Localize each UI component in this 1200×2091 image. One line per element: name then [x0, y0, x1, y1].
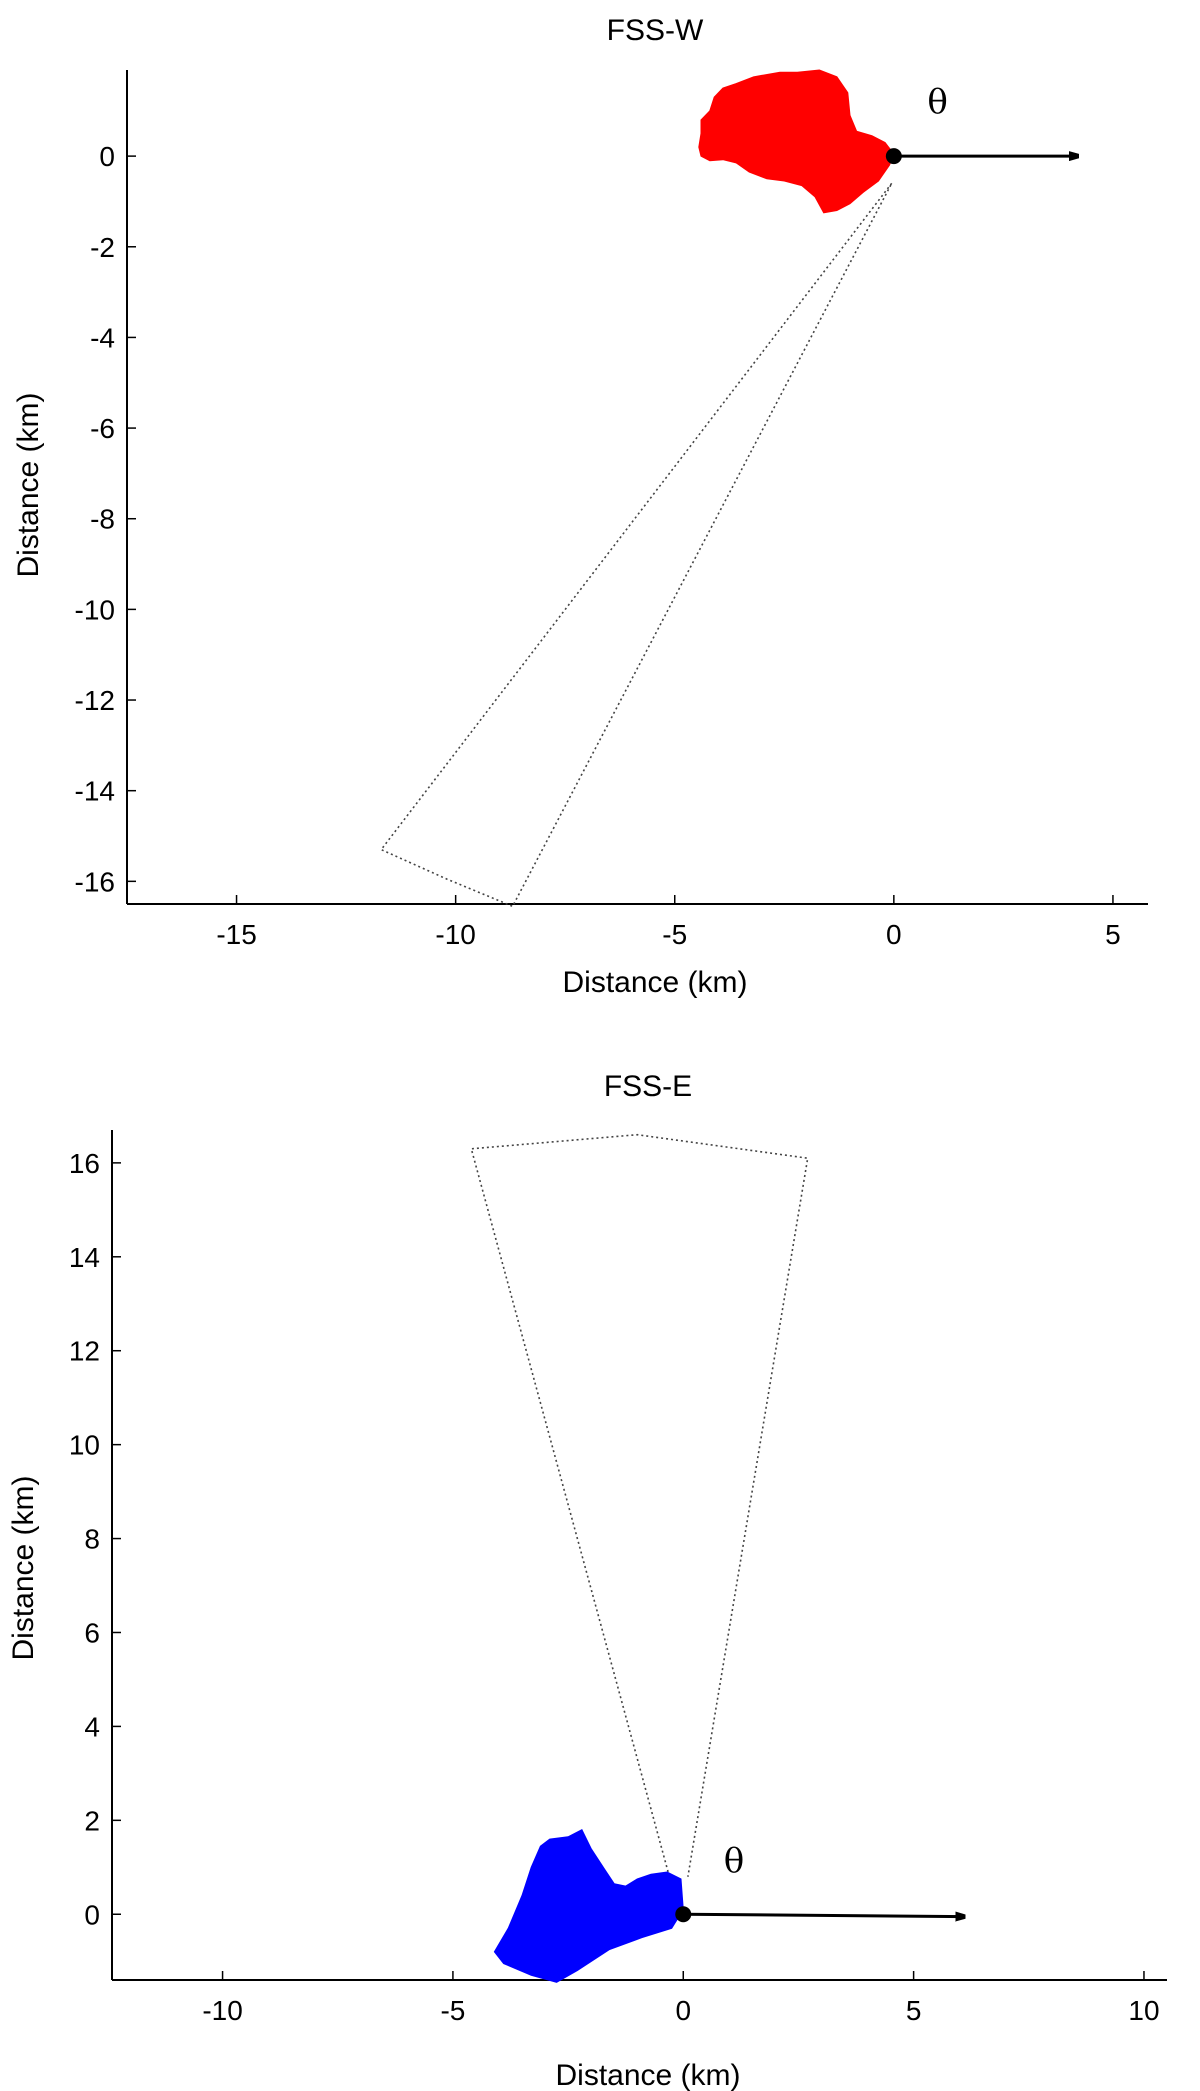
- y-tick-label: -2: [90, 232, 115, 263]
- y-tick-label: -16: [75, 866, 115, 897]
- x-tick-label: -5: [440, 1995, 465, 2026]
- y-tick-label: 8: [84, 1524, 100, 1555]
- radar-origin-marker: [675, 1906, 692, 1923]
- x-tick-label: -10: [202, 1995, 242, 2026]
- theta-annotation: θ: [927, 82, 947, 122]
- scan-sector-outline: [470, 1133, 809, 1877]
- x-tick-label: 5: [906, 1995, 922, 2026]
- x-tick-label: -5: [662, 919, 687, 950]
- y-axis-label: Distance (km): [7, 1475, 40, 1660]
- y-tick-label: 10: [69, 1430, 100, 1461]
- direction-arrow: [683, 1914, 964, 1916]
- x-tick-label: -10: [435, 919, 475, 950]
- chart-title: FSS-E: [604, 1070, 692, 1103]
- x-axis-label: Distance (km): [562, 966, 747, 999]
- y-tick-label: 12: [69, 1336, 100, 1367]
- y-tick-label: 16: [69, 1148, 100, 1179]
- x-tick-label: -15: [216, 919, 256, 950]
- y-tick-label: 6: [84, 1617, 100, 1648]
- y-tick-label: 0: [99, 141, 115, 172]
- chart-title: FSS-W: [607, 14, 704, 47]
- y-tick-label: -12: [75, 685, 115, 716]
- y-tick-label: 0: [84, 1899, 100, 1930]
- storm-region: [698, 69, 895, 214]
- y-tick-label: 2: [84, 1805, 100, 1836]
- storm-region: [493, 1829, 684, 1983]
- x-tick-label: 0: [886, 919, 902, 950]
- y-tick-label: 14: [69, 1242, 100, 1273]
- y-tick-label: -10: [75, 594, 115, 625]
- x-tick-label: 0: [675, 1995, 691, 2026]
- scan-sector-outline: [379, 182, 893, 908]
- x-axis-label: Distance (km): [555, 2059, 740, 2091]
- plot-area: -15 -10 -5 0 5 0 -2 -4 -6 -8 -10 -12 -14 -16 θ: [75, 69, 1148, 950]
- y-tick-label: -6: [90, 413, 115, 444]
- radar-origin-marker: [885, 148, 902, 165]
- y-tick-label: 4: [84, 1711, 100, 1742]
- y-tick-label: -14: [75, 776, 115, 807]
- chart-panel-fss-w: FSS-W Distance (km) Distance (km) -15 -10…: [12, 14, 1148, 999]
- x-tick-label: 5: [1105, 919, 1121, 950]
- y-tick-label: -8: [90, 504, 115, 535]
- y-tick-label: -4: [90, 322, 115, 353]
- chart-panel-fss-e: FSS-E Distance (km) Distance (km) -10 -5 0…: [7, 1070, 1167, 2091]
- plot-area: -10 -5 0 5 10 0 2 4 6 8 10 12 14 16 θ: [69, 1130, 1167, 2026]
- y-axis-label: Distance (km): [12, 392, 45, 577]
- x-tick-label: 10: [1128, 1995, 1159, 2026]
- theta-annotation: θ: [724, 1841, 744, 1881]
